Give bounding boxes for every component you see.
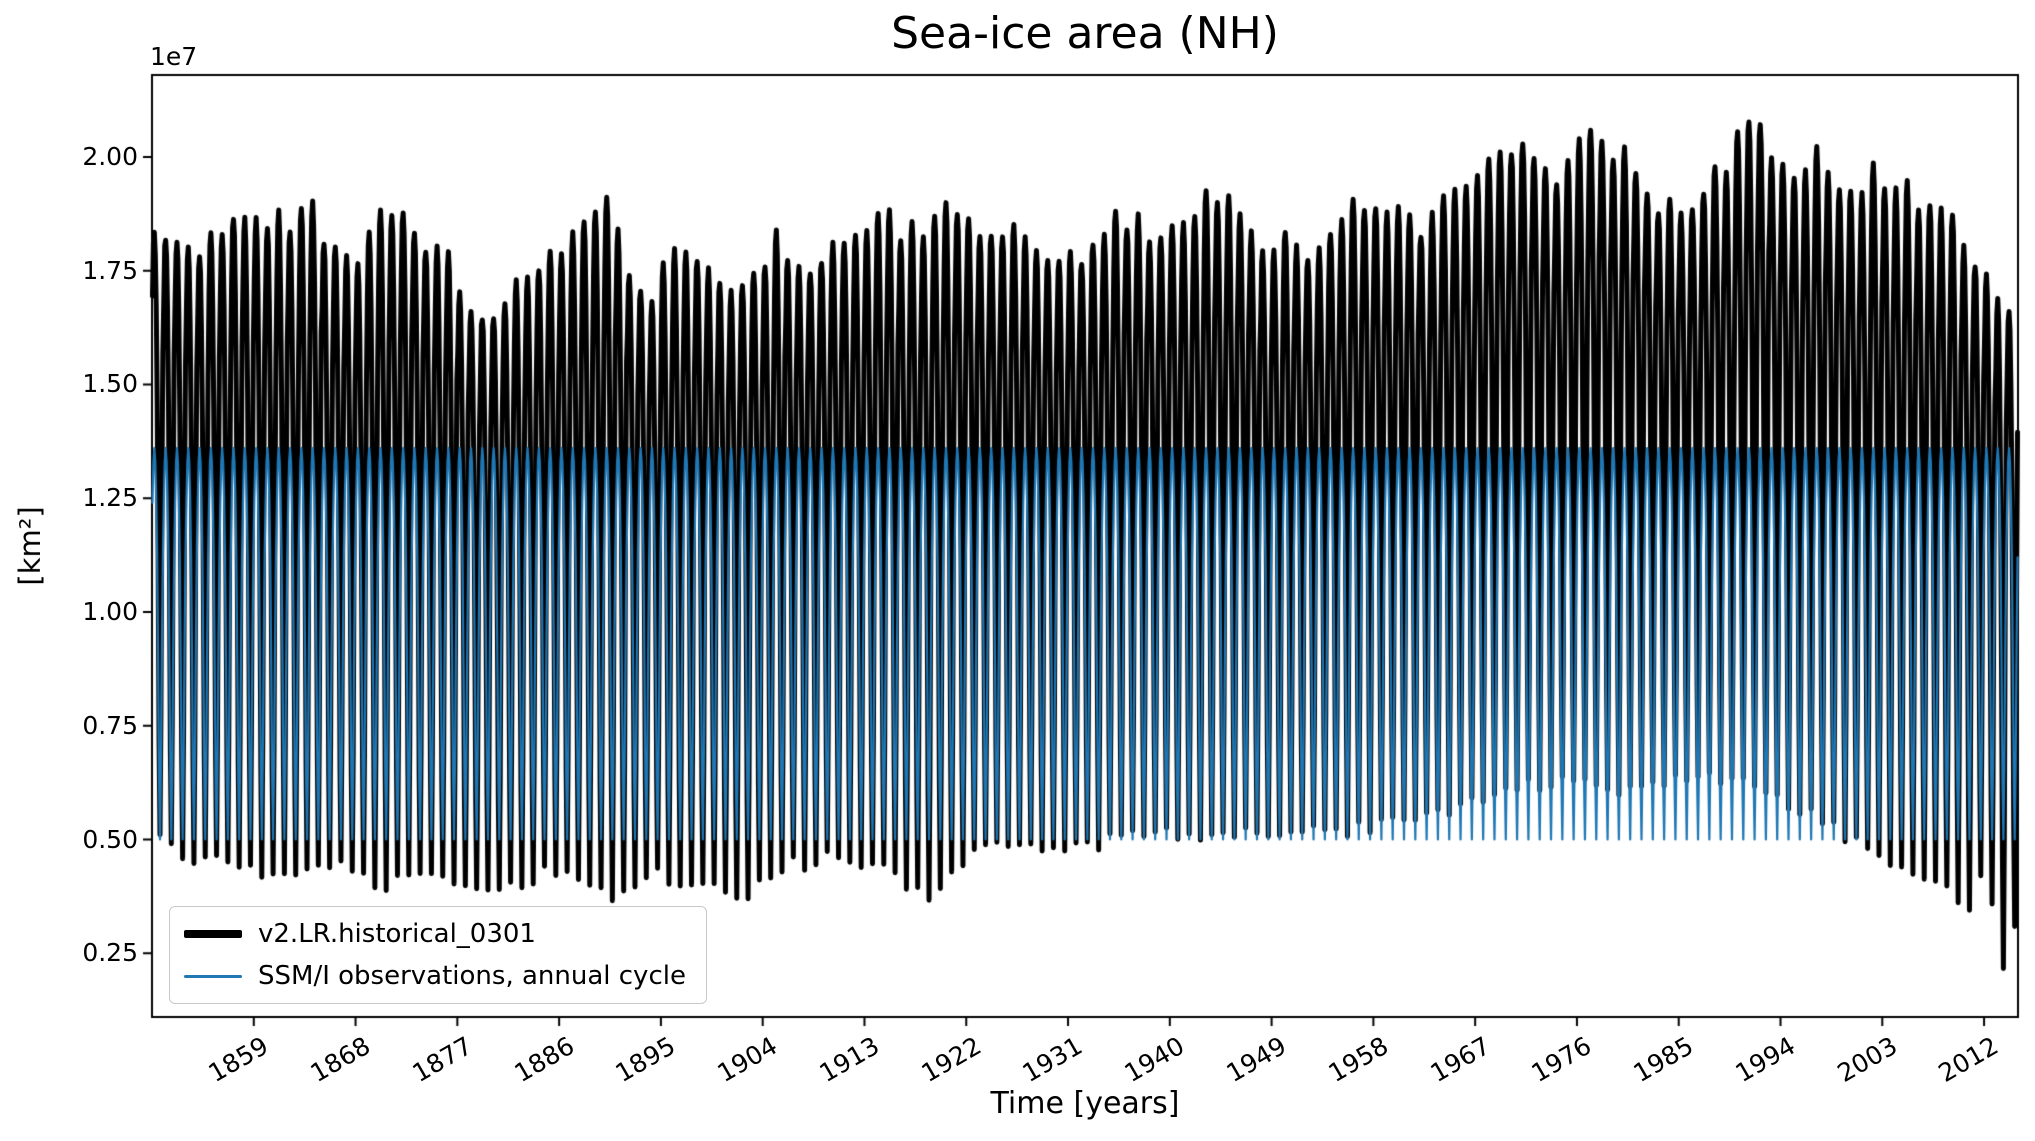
y-tick-label: 1.50 xyxy=(82,369,138,399)
y-tick-label: 2.00 xyxy=(82,141,138,171)
y-tick-label: 1.00 xyxy=(82,596,138,626)
legend: v2.LR.historical_0301 SSM/I observations… xyxy=(169,906,707,1004)
chart-title: Sea-ice area (NH) xyxy=(891,8,1279,59)
y-tick-label: 1.25 xyxy=(82,483,138,513)
y-tick-label: 0.50 xyxy=(82,824,138,854)
legend-item-model: v2.LR.historical_0301 xyxy=(184,919,686,949)
y-axis-label: [km²] xyxy=(13,506,47,586)
legend-label-observations: SSM/I observations, annual cycle xyxy=(258,961,686,991)
y-axis-offset-label: 1e7 xyxy=(150,42,198,71)
y-tick-label: 0.75 xyxy=(82,710,138,740)
y-tick-label: 1.75 xyxy=(82,255,138,285)
legend-label-model: v2.LR.historical_0301 xyxy=(258,919,536,949)
model-line-sample xyxy=(184,930,242,938)
observations-line-sample xyxy=(184,974,242,978)
x-axis-label: Time [years] xyxy=(990,1086,1180,1121)
y-tick-label: 0.25 xyxy=(82,938,138,968)
legend-item-observations: SSM/I observations, annual cycle xyxy=(184,961,686,991)
